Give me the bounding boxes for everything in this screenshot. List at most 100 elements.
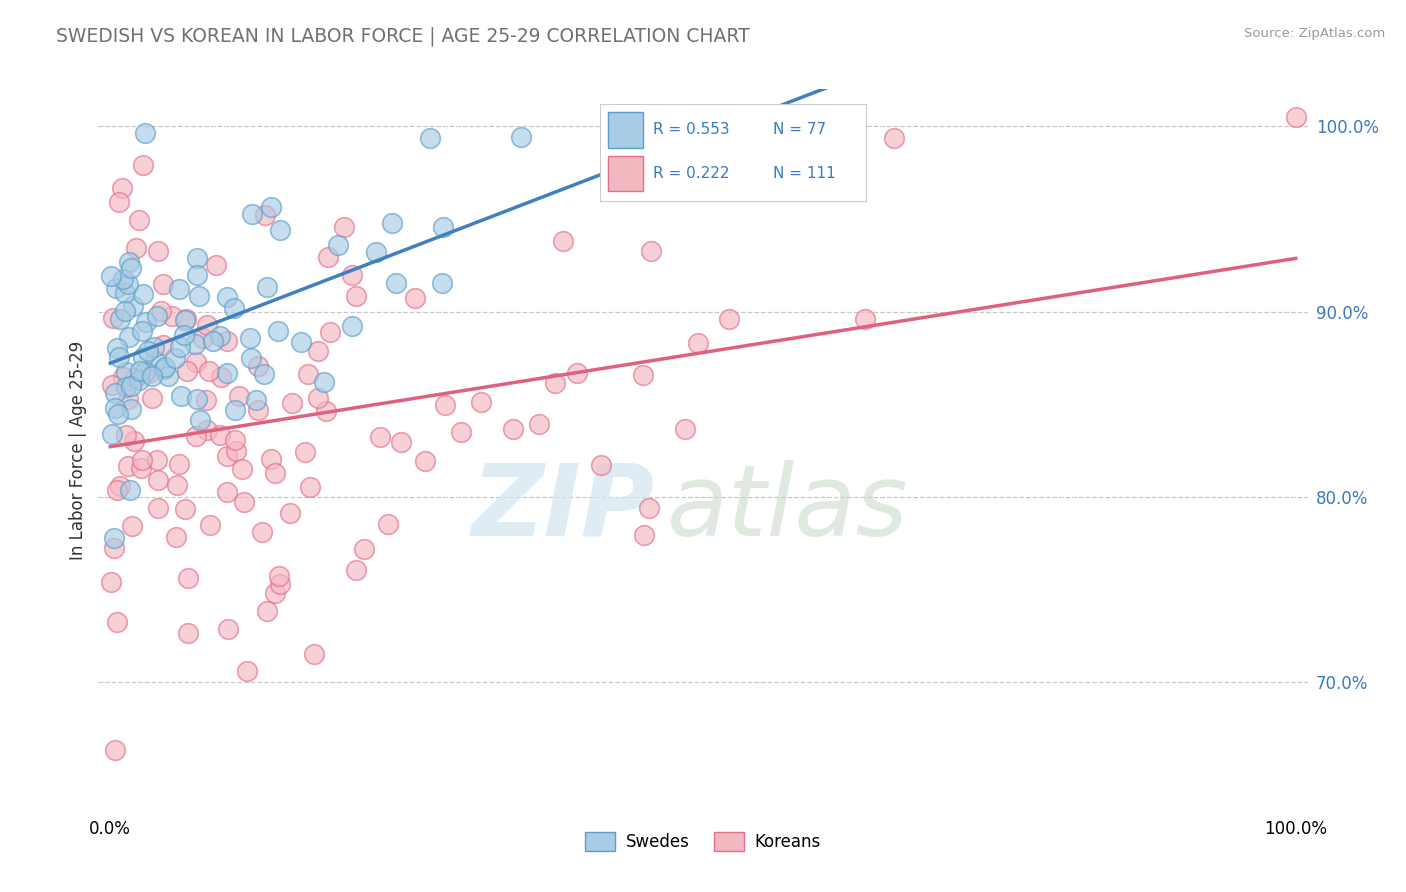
Point xyxy=(239,331,262,345)
Point xyxy=(124,241,146,255)
Point xyxy=(129,364,152,378)
Point xyxy=(245,393,267,408)
Point xyxy=(146,309,169,323)
Point xyxy=(253,209,276,223)
Point xyxy=(176,363,198,377)
Point xyxy=(333,219,356,234)
Point xyxy=(307,343,329,358)
Point xyxy=(174,312,197,326)
Point xyxy=(510,130,533,145)
Point xyxy=(122,299,145,313)
Point xyxy=(104,281,127,295)
Point xyxy=(152,338,174,352)
Point xyxy=(104,385,127,400)
Point xyxy=(269,223,291,237)
Point xyxy=(307,391,329,405)
Point xyxy=(167,457,190,471)
Point xyxy=(1285,110,1308,124)
Point xyxy=(121,519,143,533)
Point xyxy=(209,428,232,442)
Point xyxy=(342,268,364,282)
Point xyxy=(215,366,238,380)
Point xyxy=(131,324,153,338)
Point xyxy=(256,604,278,618)
Point xyxy=(132,287,155,301)
Point xyxy=(246,359,269,373)
Point xyxy=(202,334,225,348)
Point xyxy=(633,528,655,542)
Text: SWEDISH VS KOREAN IN LABOR FORCE | AGE 25-29 CORRELATION CHART: SWEDISH VS KOREAN IN LABOR FORCE | AGE 2… xyxy=(56,27,749,46)
Point xyxy=(264,466,287,480)
Point xyxy=(104,743,127,757)
Point xyxy=(215,290,238,304)
Point xyxy=(302,647,325,661)
Point xyxy=(169,340,191,354)
Point xyxy=(173,328,195,343)
Point xyxy=(224,433,246,447)
Point xyxy=(148,501,170,516)
Point xyxy=(166,478,188,492)
Point xyxy=(198,364,221,378)
Point xyxy=(132,158,155,172)
Point xyxy=(117,458,139,473)
Point xyxy=(117,277,139,292)
Point xyxy=(177,571,200,585)
Point xyxy=(111,181,134,195)
Point xyxy=(153,362,176,376)
Point xyxy=(346,289,368,303)
Point xyxy=(186,392,208,406)
Point xyxy=(404,291,426,305)
Point xyxy=(118,483,141,497)
Point xyxy=(419,131,441,145)
Point xyxy=(246,403,269,417)
Point xyxy=(544,376,567,391)
Point xyxy=(149,304,172,318)
Point xyxy=(231,461,253,475)
Point xyxy=(208,329,231,343)
Point xyxy=(170,389,193,403)
Point xyxy=(195,392,218,407)
Point xyxy=(152,277,174,292)
Point xyxy=(553,234,575,248)
Point xyxy=(105,483,128,497)
Text: Source: ZipAtlas.com: Source: ZipAtlas.com xyxy=(1244,27,1385,40)
Point xyxy=(267,569,290,583)
Point xyxy=(165,530,187,544)
Point xyxy=(146,244,169,259)
Point xyxy=(269,576,291,591)
Point xyxy=(205,258,228,272)
Point xyxy=(470,395,492,409)
Point xyxy=(673,422,696,436)
Point xyxy=(686,335,709,350)
Point xyxy=(155,359,177,374)
Point xyxy=(101,378,124,392)
Point xyxy=(188,289,211,303)
Point xyxy=(105,341,128,355)
Point xyxy=(413,454,436,468)
Point xyxy=(368,430,391,444)
Point xyxy=(290,334,312,349)
Point xyxy=(381,216,404,230)
Point xyxy=(107,407,129,421)
Point xyxy=(384,276,406,290)
Point xyxy=(264,586,287,600)
Point xyxy=(135,315,157,329)
Point xyxy=(118,254,141,268)
Point xyxy=(211,370,233,384)
Point xyxy=(167,282,190,296)
Point xyxy=(389,435,412,450)
Point xyxy=(134,127,156,141)
Point xyxy=(165,351,187,365)
Point xyxy=(315,404,337,418)
Point xyxy=(184,355,207,369)
Point xyxy=(260,452,283,467)
Point xyxy=(589,458,612,472)
Point xyxy=(502,421,524,435)
Point xyxy=(141,369,163,384)
Legend: Swedes, Koreans: Swedes, Koreans xyxy=(579,825,827,857)
Point xyxy=(128,213,150,227)
Point xyxy=(104,401,127,415)
Point xyxy=(215,449,238,463)
Point xyxy=(240,207,263,221)
Point xyxy=(120,379,142,393)
